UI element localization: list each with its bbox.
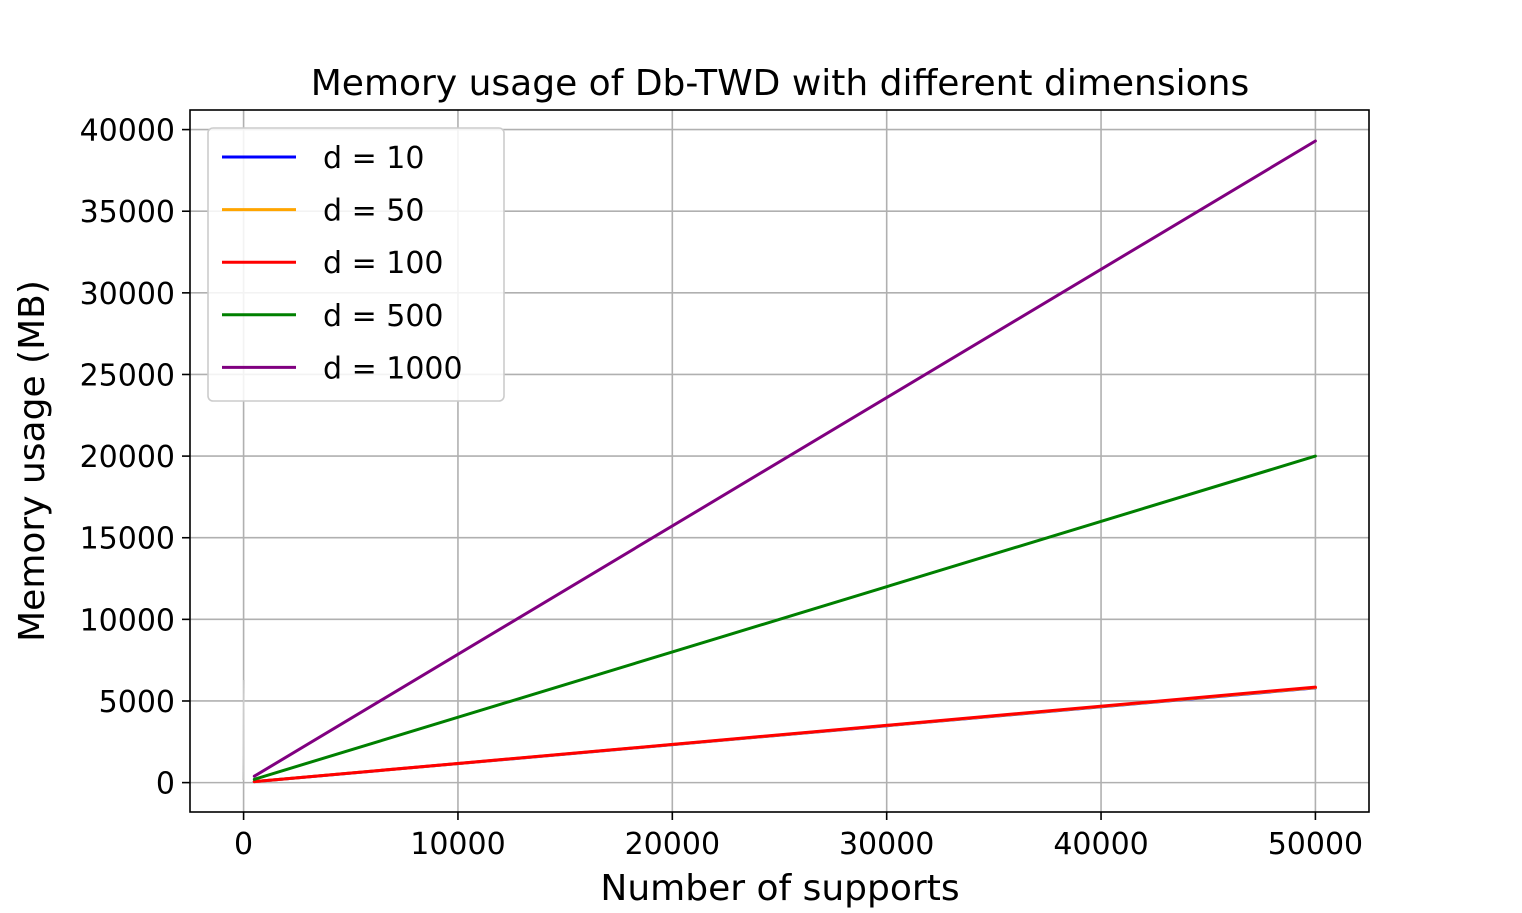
x-axis-label: Number of supports [600, 868, 959, 909]
chart-title: Memory usage of Db-TWD with different di… [311, 63, 1249, 104]
tiny-artifact-line [242, 679, 245, 781]
x-tick-label: 40000 [1053, 827, 1148, 862]
legend-label: d = 10 [323, 141, 424, 176]
legend-label: d = 100 [323, 246, 444, 281]
x-tick-label: 10000 [410, 827, 505, 862]
y-tick-label: 15000 [80, 522, 175, 557]
y-tick-label: 0 [156, 767, 175, 802]
legend-label: d = 500 [323, 299, 444, 334]
legend-label: d = 1000 [323, 351, 463, 386]
x-tick-label: 30000 [839, 827, 934, 862]
y-tick-label: 20000 [80, 440, 175, 475]
legend: d = 10 d = 50 d = 100 d = 500 d = 1000 [207, 127, 505, 402]
y-tick-label: 5000 [99, 685, 175, 720]
plot-frame [189, 109, 1370, 813]
axis-ticks: 0 10000 20000 30000 40000 50000 0 5000 10000 1500… [80, 114, 1364, 862]
y-tick-label: 10000 [80, 603, 175, 638]
legend-label: d = 50 [323, 194, 424, 229]
y-axis-label: Memory usage (MB) [12, 280, 53, 642]
y-tick-label: 30000 [80, 277, 175, 312]
series-line-3 [252, 454, 1317, 781]
y-tick-label: 40000 [80, 114, 175, 149]
series-line-4 [252, 139, 1317, 778]
series-line-2 [252, 685, 1317, 784]
x-tick-label: 20000 [625, 827, 720, 862]
legend-box [207, 127, 505, 402]
x-tick-label: 0 [234, 827, 253, 862]
series-lines [252, 139, 1317, 784]
y-tick-label: 25000 [80, 358, 175, 393]
x-tick-label: 50000 [1268, 827, 1363, 862]
y-tick-label: 35000 [80, 195, 175, 230]
